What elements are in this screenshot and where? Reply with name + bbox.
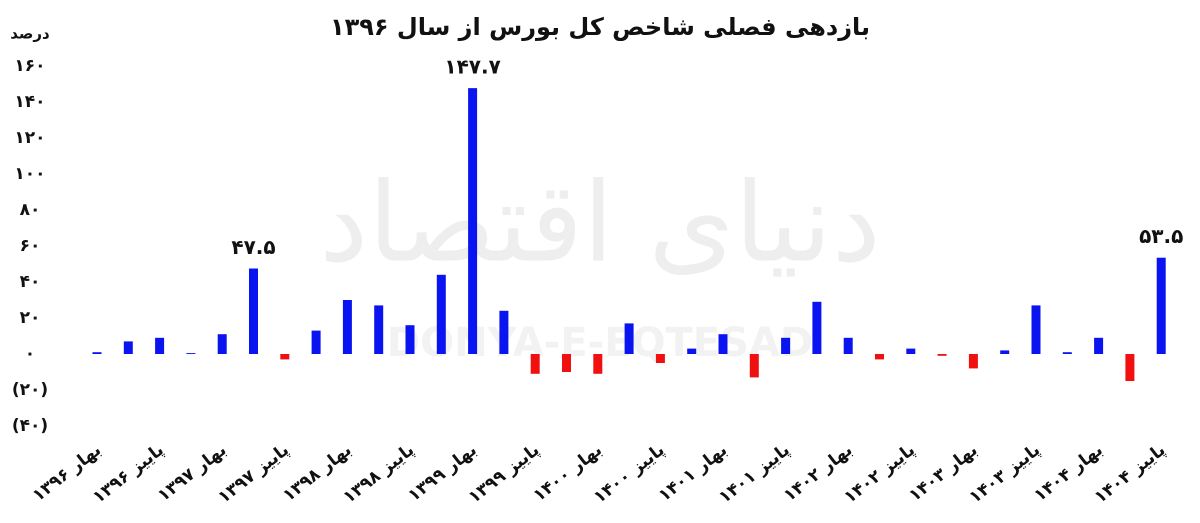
bar <box>781 337 791 354</box>
bar <box>436 274 446 354</box>
bar <box>1000 350 1010 354</box>
y-tick-label: ۱۰۰ <box>14 164 45 184</box>
x-tick-label: پاییز ۱۳۹۶ <box>89 440 168 508</box>
bar <box>687 348 697 354</box>
x-tick-label: پاییز ۱۳۹۸ <box>340 440 419 508</box>
bar <box>1094 337 1104 354</box>
bar <box>843 337 853 354</box>
bar <box>655 354 665 363</box>
y-tick-label: ۸۰ <box>20 200 41 220</box>
x-tick-label: پاییز ۱۳۹۷ <box>214 440 293 508</box>
y-axis-label: درصد <box>10 25 50 43</box>
value-label: ۱۴۷.۷ <box>444 55 500 79</box>
watermark: دنیای اقتصاد <box>319 158 881 286</box>
y-tick-label: ۱۲۰ <box>14 128 45 148</box>
bar <box>968 354 978 369</box>
bar <box>906 348 916 354</box>
bar <box>937 354 947 356</box>
bar <box>311 330 321 354</box>
y-tick-label: ۱۶۰ <box>14 56 45 76</box>
bar <box>812 301 822 354</box>
y-tick-label: ۲۰ <box>20 308 41 328</box>
bar <box>280 354 290 360</box>
bar <box>593 354 603 374</box>
x-tick-label: پاییز ۱۴۰۳ <box>966 440 1045 508</box>
bar <box>92 352 102 354</box>
bar <box>1156 257 1166 354</box>
value-label: ۵۳.۵ <box>1139 224 1183 248</box>
bar <box>749 354 759 378</box>
bar <box>1125 354 1135 381</box>
bar <box>249 268 258 354</box>
chart-title: بازدهی فصلی شاخص کل بورس از سال ۱۳۹۶ <box>330 13 870 41</box>
bar <box>624 323 634 354</box>
y-tick-label: ۱۴۰ <box>14 92 45 112</box>
x-tick-label: پاییز ۱۴۰۱ <box>715 440 794 508</box>
value-label: ۴۷.۵ <box>231 235 275 259</box>
y-tick-label: ۶۰ <box>20 236 41 256</box>
bar <box>530 354 540 374</box>
y-tick-label: (۴۰) <box>12 416 48 436</box>
x-tick-label: پاییز ۱۴۰۰ <box>590 440 669 508</box>
bar <box>123 341 133 354</box>
bar <box>374 305 384 354</box>
bar <box>342 300 352 354</box>
bar <box>217 334 227 354</box>
bar <box>186 353 196 354</box>
y-tick-label: ۴۰ <box>20 272 41 292</box>
bar <box>1062 352 1072 354</box>
bar <box>1031 305 1041 354</box>
bar <box>562 354 571 372</box>
x-tick-label: پاییز ۱۴۰۲ <box>840 440 919 508</box>
y-tick-label: (۲۰) <box>12 380 48 400</box>
bar <box>155 337 165 354</box>
bar <box>499 310 509 354</box>
bar <box>875 354 884 360</box>
bar <box>405 325 415 354</box>
y-tick-label: ۰ <box>25 344 35 364</box>
bar <box>718 334 728 354</box>
x-tick-label: پاییز ۱۴۰۴ <box>1091 440 1170 508</box>
x-tick-label: پاییز ۱۳۹۹ <box>465 440 544 508</box>
bar <box>468 88 478 354</box>
